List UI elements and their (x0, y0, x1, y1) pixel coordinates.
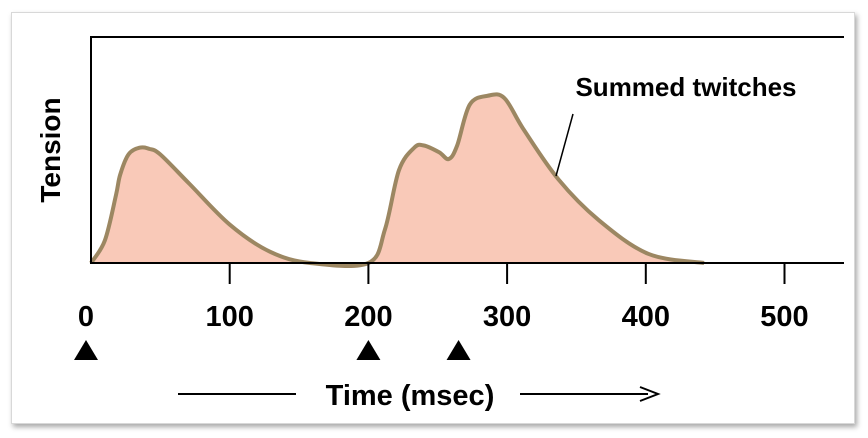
time-arrow-head-icon (639, 386, 661, 402)
x-tick-label: 300 (483, 301, 531, 333)
stimulus-triangle-icon (356, 340, 381, 360)
stimulus-triangle-icon (74, 340, 98, 360)
x-tick-label: 500 (760, 301, 808, 333)
x-tick-label: 200 (344, 301, 392, 333)
annotation-leader-line (555, 113, 574, 177)
summed-twitch-curve (89, 92, 705, 268)
x-tick-label: 0 (78, 301, 94, 333)
x-axis-label: Time (msec) (326, 380, 495, 412)
x-tick-label: 400 (622, 301, 670, 333)
y-axis-label: Tension (35, 97, 66, 202)
x-tick-label: 100 (206, 301, 254, 333)
stimulus-triangle-icon (446, 340, 471, 360)
annotation-summed-twitches: Summed twitches (575, 72, 796, 102)
